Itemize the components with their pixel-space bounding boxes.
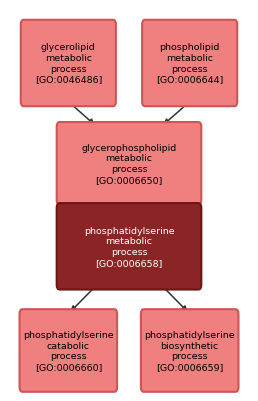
FancyBboxPatch shape (21, 21, 116, 107)
FancyBboxPatch shape (57, 204, 201, 290)
Text: glycerophospholipid
metabolic
process
[GO:0006650]: glycerophospholipid metabolic process [G… (81, 143, 177, 184)
Text: phospholipid
metabolic
process
[GO:0006644]: phospholipid metabolic process [GO:00066… (156, 43, 223, 85)
FancyBboxPatch shape (141, 310, 238, 392)
FancyBboxPatch shape (20, 310, 117, 392)
Text: phosphatidylserine
biosynthetic
process
[GO:0006659]: phosphatidylserine biosynthetic process … (144, 330, 235, 371)
Text: phosphatidylserine
metabolic
process
[GO:0006658]: phosphatidylserine metabolic process [GO… (84, 226, 174, 267)
FancyBboxPatch shape (57, 123, 201, 205)
Text: glycerolipid
metabolic
process
[GO:0046486]: glycerolipid metabolic process [GO:00464… (35, 43, 102, 85)
FancyBboxPatch shape (142, 21, 237, 107)
Text: phosphatidylserine
catabolic
process
[GO:0006660]: phosphatidylserine catabolic process [GO… (23, 330, 114, 371)
